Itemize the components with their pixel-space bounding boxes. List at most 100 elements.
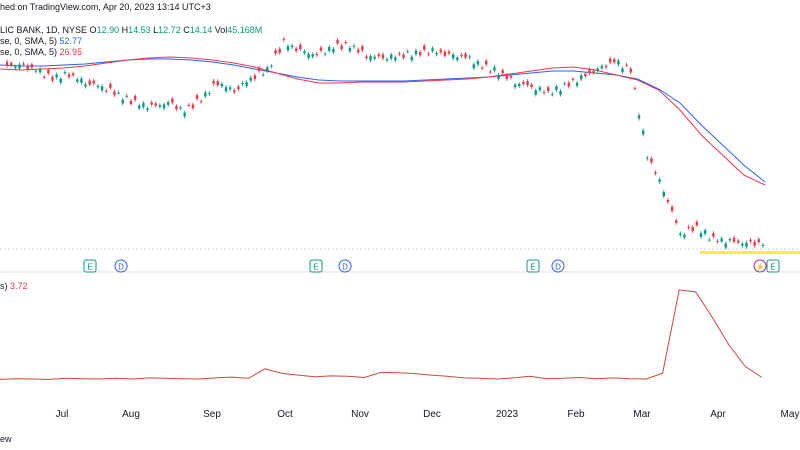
x-tick-label: Aug — [122, 409, 140, 420]
candle-body — [596, 68, 599, 71]
high-value: 14.53 — [128, 25, 151, 35]
dividend-marker[interactable]: D — [551, 259, 565, 273]
candle-body — [133, 95, 137, 100]
earnings-marker[interactable]: E — [766, 259, 780, 273]
candle-body — [261, 74, 265, 76]
candle-body — [59, 78, 62, 83]
candle-body — [666, 199, 670, 202]
earnings-marker-label: E — [313, 263, 318, 272]
candle-body — [736, 240, 740, 243]
candle-body — [513, 84, 517, 88]
candle-body — [435, 52, 438, 55]
candle-body — [447, 51, 451, 54]
dividend-marker-shape — [338, 259, 352, 273]
sma2-line[interactable]: se, 0, SMA, 5) 26.95 — [0, 47, 82, 57]
candle-body — [575, 82, 579, 86]
dividend-marker[interactable]: D — [338, 259, 352, 273]
candle-body — [617, 60, 620, 65]
candle-body — [30, 64, 34, 68]
dividend-marker[interactable]: D — [114, 259, 128, 273]
candle-body — [468, 56, 471, 58]
candle-body — [228, 87, 232, 90]
candle-body — [741, 243, 744, 246]
candle-body — [625, 64, 628, 66]
candle-body — [113, 91, 116, 95]
candle-body — [340, 45, 343, 50]
candle-body — [34, 70, 38, 72]
candle-body — [476, 61, 480, 65]
candle-body — [728, 239, 732, 241]
candle-body — [311, 54, 314, 57]
x-tick-label: Nov — [351, 409, 369, 420]
split-marker-label: ⚡ — [755, 262, 765, 272]
publish-text: hed on TradingView.com, Apr 20, 2023 13:… — [0, 2, 211, 12]
candle-body — [175, 106, 178, 110]
candle-body — [501, 70, 504, 74]
candle-body — [307, 53, 310, 58]
candle-body — [385, 59, 389, 61]
candle-body — [600, 65, 604, 69]
candle-body — [348, 48, 352, 52]
split-marker[interactable]: ⚡ — [753, 259, 767, 273]
candle-body — [658, 179, 661, 182]
earnings-marker-label: E — [530, 263, 535, 272]
candle-body — [71, 73, 75, 76]
earnings-marker-shape — [766, 259, 780, 273]
candle-body — [757, 239, 761, 243]
candle-body — [708, 239, 711, 241]
candle-body — [530, 84, 533, 88]
candle-body — [518, 84, 521, 87]
candle-body — [26, 65, 29, 70]
x-tick-label: Jul — [56, 409, 69, 420]
candle-body — [398, 53, 401, 55]
candle-body — [266, 67, 269, 71]
candle-body — [526, 81, 529, 86]
candle-body — [224, 87, 228, 92]
candle-body — [233, 90, 236, 93]
candle-body — [695, 221, 699, 226]
lower-indicator-line[interactable]: s) 3.72 — [0, 281, 28, 291]
candle-body — [460, 54, 463, 57]
candle-body — [699, 233, 703, 237]
candle-body — [674, 220, 678, 223]
candle-body — [104, 90, 108, 92]
earnings-marker-label: E — [770, 263, 775, 272]
candle-body — [38, 68, 42, 73]
candle-body — [646, 157, 649, 159]
ohlc-line: LIC BANK, 1D, NYSE O12.90 H14.53 L12.72 … — [0, 25, 262, 35]
candle-body — [534, 90, 537, 95]
candle-body — [720, 238, 723, 242]
candle-body — [472, 64, 476, 69]
candle-body — [195, 95, 199, 99]
sma-slow-line — [0, 58, 766, 183]
earnings-marker[interactable]: E — [309, 259, 323, 273]
candle-body — [183, 112, 186, 117]
candle-body — [745, 242, 748, 247]
candle-body — [451, 54, 455, 59]
dividend-marker-shape — [114, 259, 128, 273]
candle-body — [150, 102, 153, 105]
candle-body — [179, 107, 182, 109]
candle-body — [352, 45, 356, 47]
candle-body — [278, 48, 281, 53]
candle-body — [579, 75, 583, 80]
candle-body — [604, 65, 608, 68]
candle-body — [484, 60, 488, 65]
candle-body — [84, 84, 87, 87]
candle-body — [187, 104, 191, 106]
candle-body — [117, 92, 120, 94]
volume-value: 45.168M — [227, 25, 263, 35]
candle-body — [427, 53, 430, 55]
earnings-marker[interactable]: E — [526, 259, 540, 273]
high-label: H — [121, 25, 129, 35]
candle-body — [377, 54, 381, 57]
candle-body — [365, 56, 368, 59]
earnings-marker[interactable]: E — [83, 259, 97, 273]
x-tick-label: Oct — [277, 409, 293, 420]
sma1-line[interactable]: se, 0, SMA, 5) 52.77 — [0, 36, 82, 46]
candle-body — [323, 53, 327, 55]
earnings-marker-shape — [83, 259, 97, 273]
candle-body — [555, 86, 558, 91]
candle-body — [67, 74, 71, 78]
